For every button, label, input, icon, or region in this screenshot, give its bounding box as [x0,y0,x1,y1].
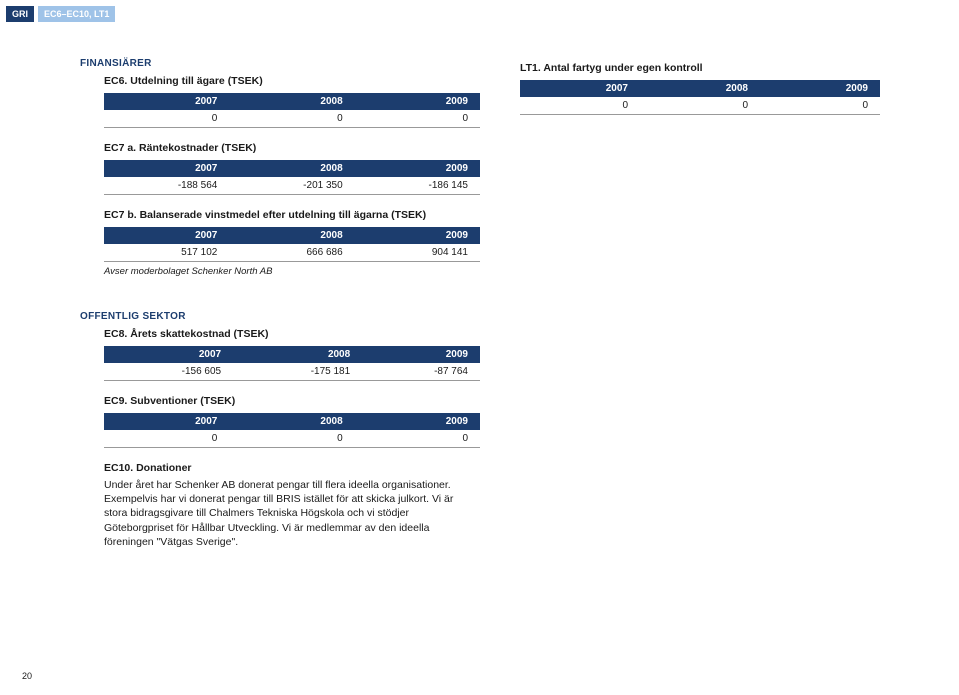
block-ec6: EC6. Utdelning till ägare (TSEK) 2007 20… [80,75,480,128]
block-ec8: EC8. Årets skattekostnad (TSEK) 2007 200… [80,328,480,381]
ec6-h2: 2008 [229,93,354,110]
ec8-h3: 2009 [362,346,480,363]
ec7a-h2: 2008 [229,160,354,177]
lt1-table: 2007 2008 2009 0 0 0 [520,80,880,115]
ec7b-note: Avser moderbolaget Schenker North AB [104,266,480,277]
ec7a-v1: -188 564 [104,177,229,195]
ec7a-title: EC7 a. Räntekostnader (TSEK) [104,142,480,154]
lt1-h3: 2009 [760,80,880,97]
ec8-v3: -87 764 [362,363,480,381]
block-ec7a: EC7 a. Räntekostnader (TSEK) 2007 2008 2… [80,142,480,195]
ec8-title: EC8. Årets skattekostnad (TSEK) [104,328,480,340]
ec8-v1: -156 605 [104,363,233,381]
block-ec7b: EC7 b. Balanserade vinstmedel efter utde… [80,209,480,277]
ec6-v1: 0 [104,110,229,128]
ec9-title: EC9. Subventioner (TSEK) [104,395,480,407]
ec8-table: 2007 2008 2009 -156 605 -175 181 -87 764 [104,346,480,381]
chip-range: EC6–EC10, LT1 [38,6,115,22]
block-lt1: LT1. Antal fartyg under egen kontroll 20… [520,62,880,115]
ec7b-h2: 2008 [229,227,354,244]
block-ec9: EC9. Subventioner (TSEK) 2007 2008 2009 … [80,395,480,448]
ec7a-h1: 2007 [104,160,229,177]
ec7b-h1: 2007 [104,227,229,244]
ec10-title: EC10. Donationer [104,462,480,474]
ec10-body: Under året har Schenker AB donerat penga… [104,478,464,549]
ec8-v2: -175 181 [233,363,362,381]
ec6-table: 2007 2008 2009 0 0 0 [104,93,480,128]
breadcrumb: GRI EC6–EC10, LT1 [6,6,959,22]
ec7b-v3: 904 141 [355,244,480,262]
ec7b-h3: 2009 [355,227,480,244]
ec7b-title: EC7 b. Balanserade vinstmedel efter utde… [104,209,480,221]
ec9-h2: 2008 [229,413,354,430]
ec9-v3: 0 [355,430,480,448]
ec9-h1: 2007 [104,413,229,430]
lt1-h1: 2007 [520,80,640,97]
ec6-h3: 2009 [355,93,480,110]
ec6-h1: 2007 [104,93,229,110]
ec9-h3: 2009 [355,413,480,430]
ec6-v2: 0 [229,110,354,128]
ec7a-v3: -186 145 [355,177,480,195]
lt1-title: LT1. Antal fartyg under egen kontroll [520,62,880,74]
ec7a-table: 2007 2008 2009 -188 564 -201 350 -186 14… [104,160,480,195]
lt1-v1: 0 [520,97,640,115]
ec8-h1: 2007 [104,346,233,363]
ec9-v1: 0 [104,430,229,448]
ec6-v3: 0 [355,110,480,128]
ec7a-h3: 2009 [355,160,480,177]
ec7b-v2: 666 686 [229,244,354,262]
ec6-title: EC6. Utdelning till ägare (TSEK) [104,75,480,87]
ec7b-v1: 517 102 [104,244,229,262]
lt1-v3: 0 [760,97,880,115]
ec8-h2: 2008 [233,346,362,363]
block-ec10: EC10. Donationer Under året har Schenker… [80,462,480,549]
section-financier: FINANSIÄRER [80,58,480,69]
lt1-v2: 0 [640,97,760,115]
chip-gri: GRI [6,6,34,22]
lt1-h2: 2008 [640,80,760,97]
ec7b-table: 2007 2008 2009 517 102 666 686 904 141 [104,227,480,262]
ec9-v2: 0 [229,430,354,448]
ec7a-v2: -201 350 [229,177,354,195]
section-public-sector: OFFENTLIG SEKTOR [80,311,480,322]
ec9-table: 2007 2008 2009 0 0 0 [104,413,480,448]
page-number: 20 [22,671,32,681]
